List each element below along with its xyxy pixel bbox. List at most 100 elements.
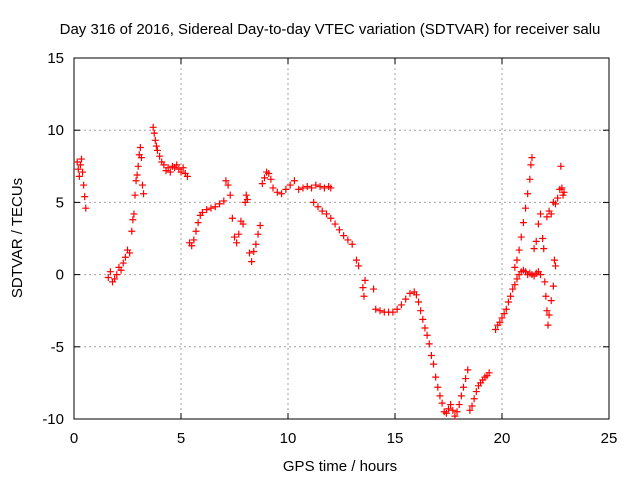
- data-point-plus: [519, 219, 527, 227]
- data-point-plus: [242, 191, 250, 199]
- data-point-plus: [438, 399, 446, 407]
- data-point-plus: [269, 184, 277, 192]
- data-point-plus: [327, 184, 335, 192]
- data-point-plus: [496, 318, 504, 326]
- data-point-plus: [156, 152, 164, 160]
- data-point-plus: [370, 285, 378, 293]
- data-point-plus: [235, 230, 243, 238]
- data-point-plus: [389, 308, 397, 316]
- data-point-plus: [295, 185, 303, 193]
- data-point-plus: [513, 256, 521, 264]
- data-point-plus: [194, 219, 202, 227]
- data-point-plus: [224, 181, 232, 189]
- y-tick-label: 0: [56, 267, 64, 284]
- data-point-plus: [451, 412, 459, 420]
- data-point-plus: [152, 142, 160, 150]
- data-point-plus: [485, 369, 493, 377]
- data-point-plus: [335, 226, 343, 234]
- data-point-plus: [511, 281, 519, 289]
- data-point-plus: [137, 154, 145, 162]
- data-point-plus: [372, 305, 380, 313]
- chart-title: Day 316 of 2016, Sidereal Day-to-day VTE…: [60, 21, 601, 38]
- y-tick-label: 10: [47, 122, 64, 139]
- data-point-plus: [318, 207, 326, 215]
- data-point-plus: [140, 190, 148, 198]
- data-point-plus: [340, 232, 348, 240]
- data-point-plus: [128, 227, 136, 235]
- data-point-plus: [425, 340, 433, 348]
- data-point-plus: [534, 220, 542, 228]
- data-point-plus: [543, 307, 551, 315]
- data-point-plus: [233, 239, 241, 247]
- data-point-plus: [160, 161, 168, 169]
- data-point-plus: [77, 155, 85, 163]
- data-point-plus: [320, 184, 328, 192]
- x-tick-label: 10: [280, 430, 297, 447]
- data-point-plus: [243, 196, 251, 204]
- data-point-plus: [517, 233, 525, 241]
- data-point-plus: [539, 235, 547, 242]
- data-point-plus: [179, 164, 187, 172]
- data-point-plus: [104, 273, 112, 281]
- data-point-plus: [545, 311, 553, 319]
- data-point-plus: [192, 227, 200, 235]
- data-point-plus: [198, 209, 206, 217]
- data-point-plus: [81, 193, 89, 201]
- data-point-plus: [445, 405, 452, 413]
- data-point-plus: [557, 162, 565, 170]
- data-point-plus: [419, 315, 427, 323]
- y-tick-label: 5: [56, 194, 64, 211]
- data-point-plus: [513, 275, 521, 283]
- data-point-plus: [434, 383, 442, 391]
- data-point-plus: [552, 262, 559, 270]
- data-point-plus: [406, 289, 414, 297]
- data-point-plus: [173, 161, 181, 169]
- data-point-plus: [267, 175, 275, 183]
- grid-lines: [74, 58, 609, 419]
- data-point-plus: [252, 240, 260, 248]
- data-point-plus: [432, 373, 440, 381]
- data-point-plus: [151, 136, 159, 144]
- data-point-plus: [459, 383, 467, 391]
- data-point-plus: [106, 268, 114, 276]
- data-point-plus: [530, 245, 538, 253]
- data-point-plus: [282, 185, 290, 193]
- data-point-plus: [327, 214, 335, 222]
- data-point-plus: [222, 177, 230, 185]
- data-point-plus: [544, 321, 552, 329]
- data-point-plus: [449, 406, 457, 414]
- data-point-plus: [550, 256, 558, 264]
- data-point-plus: [119, 259, 127, 267]
- data-point-plus: [498, 314, 506, 322]
- data-point-plus: [278, 190, 286, 198]
- data-point-plus: [133, 171, 141, 179]
- data-point-plus: [502, 305, 510, 313]
- data-point-plus: [540, 245, 548, 253]
- data-point-plus: [415, 298, 423, 306]
- data-point-plus: [492, 325, 500, 333]
- data-point-plus: [183, 172, 191, 180]
- data-point-plus: [260, 174, 268, 182]
- data-point-plus: [507, 292, 515, 300]
- x-tick-label: 25: [601, 430, 618, 447]
- y-axis-label: SDTVAR / TECUs: [9, 178, 26, 298]
- data-point-plus: [472, 388, 480, 396]
- x-tick-label: 15: [387, 430, 404, 447]
- data-point-plus: [310, 198, 318, 206]
- data-point-plus: [308, 184, 316, 192]
- data-point-plus: [117, 266, 125, 274]
- data-point-plus: [126, 249, 134, 257]
- data-point-plus: [352, 256, 360, 264]
- data-point-plus: [541, 278, 549, 286]
- data-point-plus: [554, 194, 562, 202]
- data-point-plus: [75, 172, 83, 180]
- data-point-plus: [228, 214, 236, 222]
- data-point-plus: [299, 184, 307, 192]
- data-point-plus: [442, 409, 450, 417]
- data-point-plus: [376, 307, 384, 315]
- data-point-plus: [470, 395, 478, 403]
- data-point-plus: [265, 170, 273, 178]
- data-point-plus: [542, 292, 550, 300]
- data-point-plus: [532, 237, 540, 245]
